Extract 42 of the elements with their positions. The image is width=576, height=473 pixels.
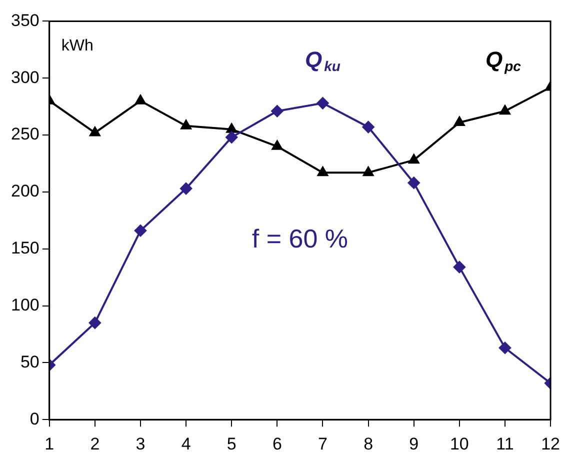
x-tick-label: 7 — [318, 434, 328, 454]
x-tick-label: 3 — [136, 434, 146, 454]
y-tick-label: 150 — [10, 238, 40, 258]
point — [90, 126, 100, 136]
y-axis-title: kWh — [61, 38, 94, 55]
point — [316, 97, 329, 110]
x-tick-label: 8 — [364, 434, 374, 454]
point — [362, 166, 374, 176]
x-tick-label: 4 — [181, 434, 191, 454]
x-tick-label: 5 — [226, 434, 236, 454]
point — [500, 105, 510, 115]
point — [498, 342, 511, 354]
point — [271, 105, 284, 118]
annotation: f = 60 % — [252, 223, 348, 254]
point — [88, 316, 101, 329]
x-tick-label: 12 — [541, 434, 560, 454]
y-tick-label: 350 — [10, 10, 40, 30]
point — [317, 166, 328, 176]
point — [362, 121, 374, 134]
point — [180, 120, 192, 130]
point — [453, 261, 466, 274]
point — [226, 131, 238, 144]
x-tick-label: 11 — [496, 434, 514, 454]
y-tick-label: 250 — [10, 124, 40, 144]
point — [180, 182, 192, 195]
y-tick-label: 200 — [10, 182, 40, 201]
x-tick-label: 6 — [272, 434, 282, 454]
x-tick-label: 1 — [44, 434, 54, 454]
point — [134, 224, 146, 237]
x-tick-label: 2 — [90, 434, 100, 454]
y-tick-label: 300 — [10, 68, 40, 87]
point — [226, 123, 237, 133]
x-tick-label: 9 — [409, 434, 419, 454]
point — [272, 140, 283, 150]
point — [408, 154, 420, 164]
y-tick-label: 100 — [10, 295, 40, 314]
x-tick-label: 10 — [450, 434, 469, 454]
y-tick-label: 50 — [20, 352, 40, 372]
y-tick-label: 0 — [30, 409, 40, 428]
point — [135, 94, 146, 104]
point — [408, 176, 420, 189]
point — [454, 116, 465, 126]
